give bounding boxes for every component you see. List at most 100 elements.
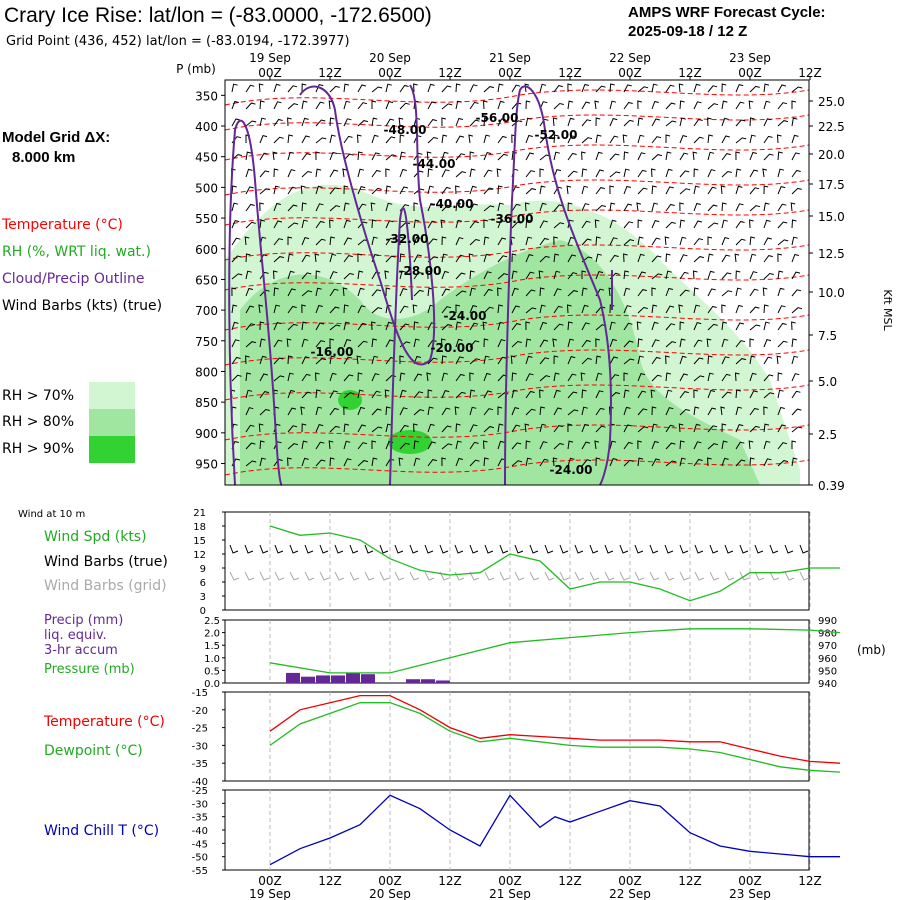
wind-barb — [581, 459, 592, 467]
pressure-unit-label: (mb) — [857, 643, 886, 657]
wind-barb — [469, 389, 476, 399]
isotherm-label: -24.00 — [550, 463, 593, 477]
wind-barb — [427, 423, 435, 433]
wind-barb — [329, 205, 341, 212]
wind-barb — [245, 102, 256, 110]
wind-barb — [399, 407, 408, 416]
wind-barb — [595, 355, 602, 365]
wind-barb — [357, 270, 364, 280]
wind-barb — [553, 151, 560, 161]
grid-wind-barbs — [229, 571, 810, 581]
wind-barb — [567, 254, 577, 263]
wind-barb — [693, 83, 701, 93]
wind-barb — [721, 117, 729, 127]
wind-barb — [637, 440, 642, 450]
wind-barb — [595, 425, 606, 433]
chart-title: Crary Ice Rise: lat/lon = (-83.0000, -17… — [4, 4, 432, 27]
wind-barb — [692, 270, 698, 280]
wind-barb — [371, 169, 381, 178]
wind-barb — [409, 544, 419, 554]
wind-barb — [514, 544, 524, 554]
isotherm-label: -20.00 — [431, 341, 474, 355]
wind-barb — [623, 322, 633, 331]
wind-barb — [721, 100, 728, 110]
wind-barb — [427, 459, 437, 467]
wind-barb — [315, 168, 322, 178]
wind-barb — [693, 256, 705, 263]
wind-barb — [399, 84, 409, 93]
wind-barb — [623, 101, 633, 110]
wind-barb — [539, 423, 547, 433]
wind-barb — [799, 544, 809, 554]
wind-barb — [539, 185, 546, 195]
wind-barb — [665, 120, 677, 127]
wind-barb — [529, 544, 539, 554]
grid-point-subtitle: Grid Point (436, 452) lat/lon = (-83.019… — [6, 34, 350, 49]
wind-barb — [595, 372, 603, 382]
wind-barb — [329, 236, 336, 246]
wind-barb — [315, 185, 323, 195]
wind-barb — [525, 373, 534, 382]
wind-barb — [566, 304, 572, 314]
time-tick-label-top: 12Z — [558, 66, 582, 80]
wind-chill-tick-label: -40 — [192, 826, 208, 837]
wind-barb — [623, 221, 634, 229]
wind-barb — [469, 372, 474, 382]
wind-barb — [385, 185, 392, 195]
swatch-rh90 — [89, 436, 135, 463]
rh80-region — [240, 240, 760, 485]
wind-barb — [511, 253, 517, 263]
wind-barb — [315, 101, 325, 110]
wind-barb — [777, 151, 783, 161]
wind-barb — [455, 304, 461, 313]
wind-barb — [553, 85, 563, 93]
wind-barb — [581, 151, 586, 161]
wind-barb — [651, 356, 661, 365]
time-tick-label-top: 12Z — [798, 66, 822, 80]
wind-barb — [777, 221, 788, 229]
wind-barb — [497, 321, 505, 331]
wind-barb — [343, 339, 352, 348]
wind-barb — [371, 117, 378, 127]
wind-barb — [623, 119, 634, 127]
wind-barb — [609, 374, 620, 382]
wind-barb — [394, 571, 405, 581]
wind-barb — [567, 117, 575, 127]
wind-barb — [468, 253, 474, 263]
wind-barb — [595, 407, 605, 416]
wind-barb — [763, 392, 775, 399]
pressure-tick-label: 400 — [195, 120, 218, 134]
wind-barb — [581, 270, 587, 279]
wind-barb — [371, 134, 379, 144]
wind-barb — [483, 390, 493, 399]
wind-barb — [287, 253, 294, 263]
wind-barb — [721, 440, 728, 450]
wind-barb — [343, 458, 352, 467]
wind-barb — [763, 321, 770, 331]
wind-barb — [721, 83, 727, 93]
wind-barb — [525, 134, 533, 144]
wind-barb — [399, 151, 406, 161]
wind-barb — [589, 571, 600, 581]
wind-barb — [538, 270, 544, 280]
wind-barb — [679, 373, 688, 382]
wind-barb — [721, 170, 732, 178]
wind-barb — [763, 406, 768, 416]
wind-barb — [511, 120, 523, 127]
wind-barb — [273, 118, 283, 127]
legend-cloud-outline: Cloud/Precip Outline — [2, 271, 145, 287]
wind-barb — [371, 86, 383, 93]
wind-barb — [777, 406, 785, 416]
wind-barb — [231, 287, 237, 297]
wind-barb — [371, 219, 377, 229]
wind-barb — [595, 151, 603, 161]
wind-barb — [427, 389, 433, 399]
wind-barb — [469, 406, 477, 416]
wind-barb — [749, 407, 759, 416]
wind-barb — [749, 338, 755, 347]
wind-barb — [371, 355, 379, 365]
wind-barb — [567, 338, 575, 348]
wind-barb — [791, 408, 802, 416]
wind-barb — [791, 236, 798, 246]
wind-barb — [553, 372, 560, 382]
